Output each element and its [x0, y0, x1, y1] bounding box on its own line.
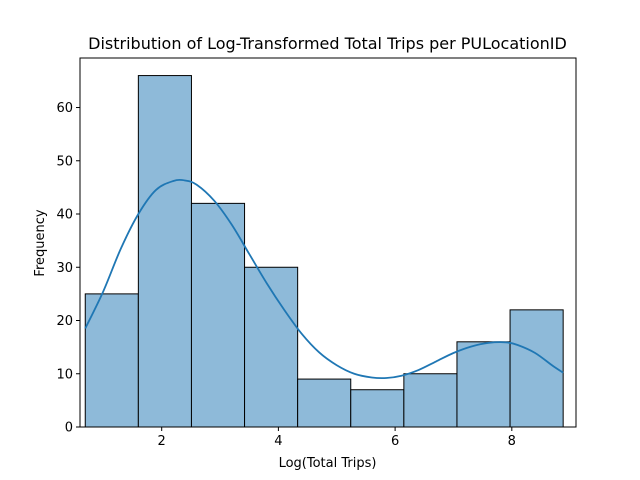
chart-title: Distribution of Log-Transformed Total Tr… — [88, 34, 567, 53]
y-tick-label: 20 — [56, 314, 73, 329]
axes: 2 4 6 8 0 10 20 30 40 50 60 — [56, 57, 577, 449]
plot-frame — [79, 57, 577, 428]
x-tick-label: 8 — [508, 434, 516, 449]
histogram-bar-1 — [84, 293, 139, 428]
histogram-bar-7 — [403, 373, 458, 428]
y-tick-label: 40 — [56, 208, 73, 223]
y-axis-label: Frequency — [33, 209, 48, 276]
histogram-bar-4 — [244, 266, 299, 428]
histogram-bar-6 — [350, 389, 405, 428]
histogram-bar-2 — [137, 75, 192, 428]
x-tick-label: 4 — [274, 434, 282, 449]
x-axis-label: Log(Total Trips) — [279, 456, 377, 471]
kde-curve — [84, 179, 564, 380]
histogram-bar-9 — [509, 309, 564, 428]
y-tick-label: 10 — [56, 367, 73, 382]
histogram-bar-3 — [190, 202, 246, 428]
x-tick-label: 2 — [158, 434, 166, 449]
histogram-bar-8 — [456, 341, 511, 428]
x-tick-label: 6 — [391, 434, 399, 449]
y-tick-label: 60 — [56, 101, 73, 116]
y-tick-label: 30 — [56, 261, 73, 276]
y-tick-label: 50 — [56, 154, 73, 169]
histogram-bars — [84, 75, 564, 428]
histogram-bar-5 — [297, 378, 352, 428]
y-tick-label: 0 — [65, 421, 73, 436]
